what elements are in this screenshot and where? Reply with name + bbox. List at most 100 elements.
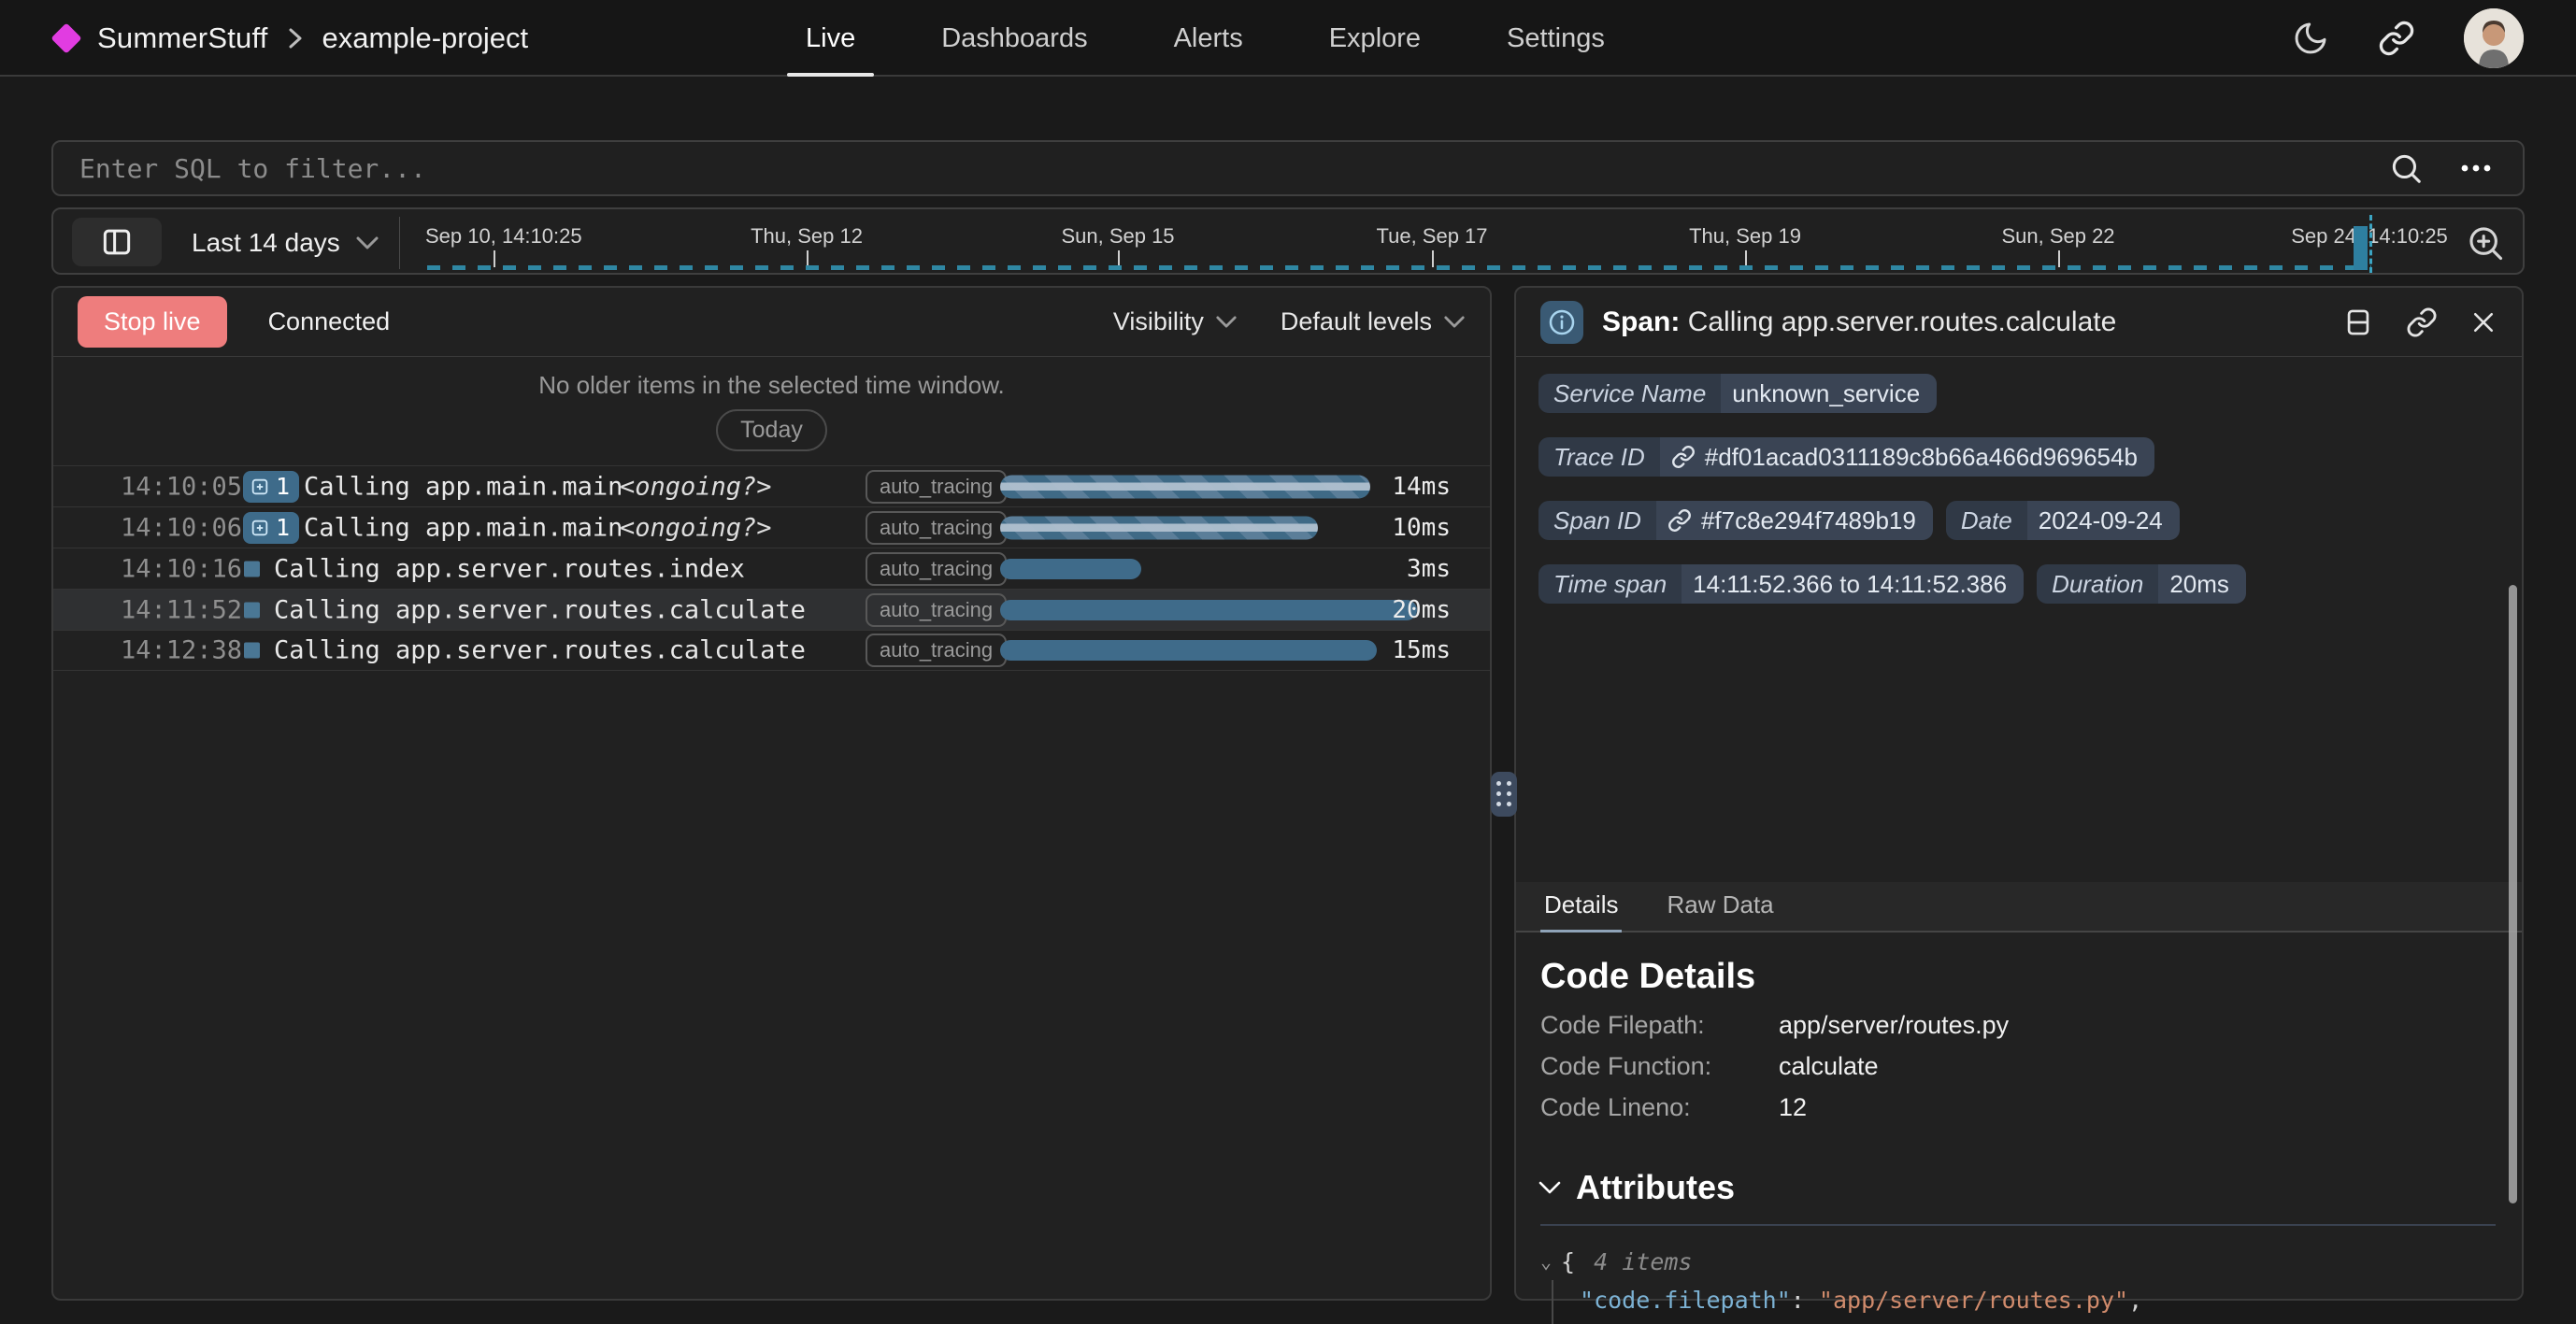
kv-label: Code Filepath:: [1540, 1011, 1705, 1039]
timeline-label: Tue, Sep 17: [1376, 224, 1488, 248]
chevron-down-icon: [1444, 316, 1465, 328]
duration-bar: [1000, 516, 1318, 539]
span-row[interactable]: 14:10:16 Calling app.server.routes.index…: [53, 548, 1490, 589]
visibility-dropdown[interactable]: Visibility: [1113, 307, 1238, 336]
timeline-tick: [1118, 250, 1120, 267]
span-row[interactable]: 14:12:38 Calling app.server.routes.calcu…: [53, 630, 1490, 671]
code-filepath-row: Code Filepath: app/server/routes.py: [1540, 1011, 2475, 1040]
timeline-label-start: Sep 10, 14:10:25: [425, 224, 582, 248]
span-meta-chips: Service Name unknown_service Trace ID #d…: [1538, 374, 2503, 604]
json-entries: code.filepath app/server/routes.py code.l…: [1552, 1280, 2452, 1324]
default-levels-dropdown-label: Default levels: [1280, 307, 1432, 335]
span-name: Calling app.main.main: [304, 472, 623, 501]
more-options-icon[interactable]: [2455, 150, 2497, 186]
ongoing-indicator: <ongoing?>: [620, 513, 772, 542]
expand-children-badge[interactable]: 1: [243, 511, 300, 544]
share-link-icon[interactable]: [2378, 20, 2415, 57]
span-row[interactable]: 14:10:05 1 Calling app.main.main <ongoin…: [53, 465, 1490, 506]
span-title-prefix: Span:: [1602, 306, 1681, 337]
filter-actions: [2388, 150, 2523, 186]
user-avatar[interactable]: [2464, 8, 2524, 68]
timeline-tick: [807, 250, 809, 267]
copy-link-icon[interactable]: [2406, 306, 2438, 338]
span-row[interactable]: 14:10:06 1 Calling app.main.main <ongoin…: [53, 506, 1490, 548]
tab-live[interactable]: Live: [763, 0, 898, 77]
span-diamond-icon: [244, 602, 260, 618]
tab-dashboards[interactable]: Dashboards: [941, 22, 1088, 53]
kv-value: app/server/routes.py: [1779, 1011, 2010, 1039]
tab-alerts[interactable]: Alerts: [1173, 22, 1243, 53]
today-button[interactable]: Today: [716, 409, 827, 451]
kv-label: Code Function:: [1540, 1052, 1712, 1080]
kv-value: calculate: [1779, 1052, 1879, 1080]
brand-logo-icon[interactable]: [50, 22, 82, 54]
json-open-line[interactable]: ⌄ { 4 items: [1540, 1243, 2452, 1280]
tab-raw-data[interactable]: Raw Data: [1667, 890, 1774, 918]
timeline-label: Thu, Sep 12: [751, 224, 863, 248]
stop-live-button[interactable]: Stop live: [78, 296, 227, 348]
tab-explore[interactable]: Explore: [1328, 22, 1422, 53]
close-icon[interactable]: [2469, 308, 2497, 336]
navbar: SummerStuff example-project Live Dashboa…: [0, 0, 2576, 77]
org-name[interactable]: SummerStuff: [97, 21, 268, 54]
timeline-histogram[interactable]: [427, 265, 2371, 270]
span-duration: 10ms: [1392, 513, 1451, 542]
expand-plus-icon: [251, 520, 268, 535]
dock-panel-icon[interactable]: [2342, 306, 2374, 338]
span-id-value: #f7c8e294f7489b19: [1700, 505, 1916, 534]
navbar-actions: [2292, 0, 2524, 77]
timeline-now-cursor[interactable]: [2369, 215, 2372, 273]
date-chip: Date 2024-09-24: [1945, 501, 2180, 540]
span-name: Calling app.main.main: [304, 513, 623, 542]
span-row-selected[interactable]: 14:11:52 Calling app.server.routes.calcu…: [53, 589, 1490, 630]
expand-children-badge[interactable]: 1: [243, 470, 300, 503]
collapse-caret-icon[interactable]: ⌄: [1540, 1250, 1553, 1273]
timeline-tick: [494, 250, 495, 267]
ongoing-indicator: <ongoing?>: [620, 472, 772, 501]
search-icon[interactable]: [2388, 150, 2424, 186]
panel-resize-handle[interactable]: [1491, 772, 1517, 817]
span-detail-title: Span: Calling app.server.routes.calculat…: [1602, 306, 2116, 338]
sql-filter-bar: [51, 140, 2525, 196]
chevron-down-icon: [1216, 316, 1237, 328]
span-id-chip[interactable]: Span ID #f7c8e294f7489b19: [1538, 501, 1933, 540]
breadcrumb: SummerStuff example-project: [50, 0, 529, 77]
link-icon: [1671, 446, 1695, 468]
dark-mode-moon-icon[interactable]: [2292, 20, 2329, 57]
chip-value: #f7c8e294f7489b19: [1656, 501, 1933, 540]
timeline-divider: [399, 217, 400, 269]
json-entry: code.lineno12: [1580, 1320, 2452, 1324]
json-key: code.filepath: [1580, 1287, 1791, 1314]
timeline-tick: [2058, 250, 2060, 267]
default-levels-dropdown[interactable]: Default levels: [1281, 307, 1466, 336]
attributes-section-toggle[interactable]: Attributes: [1537, 1168, 1735, 1207]
json-value: app/server/routes.py: [1819, 1287, 2128, 1314]
tab-details[interactable]: Details: [1540, 879, 1623, 932]
detail-tabs: Details Raw Data: [1516, 882, 2522, 932]
sidebar-toggle-button[interactable]: [72, 218, 162, 266]
span-duration: 14ms: [1392, 472, 1451, 501]
chevron-down-icon: [356, 236, 379, 249]
zoom-in-icon[interactable]: [2465, 222, 2506, 263]
duration-bar: [1000, 640, 1377, 661]
project-name[interactable]: example-project: [322, 21, 529, 54]
chip-value: 2024-09-24: [2038, 505, 2163, 534]
tag-pill: auto_tracing: [866, 551, 1008, 586]
kv-value: 12: [1779, 1093, 1808, 1121]
timeline-tick: [1432, 250, 1434, 267]
span-duration: 15ms: [1392, 636, 1451, 664]
time-range-dropdown[interactable]: Last 14 days: [192, 209, 379, 277]
tab-settings[interactable]: Settings: [1507, 22, 1605, 53]
trace-id-chip[interactable]: Trace ID #df01acad0311189c8b66a466d96965…: [1538, 437, 2154, 477]
json-entry: code.filepath app/server/routes.py: [1580, 1280, 2452, 1320]
timeline-activity-spike: [2354, 226, 2368, 270]
tag-pill: auto_tracing: [866, 592, 1008, 627]
span-name: Calling app.server.routes.calculate: [274, 635, 806, 665]
detail-scrollbar[interactable]: [2509, 585, 2517, 1203]
span-list: 14:10:05 1 Calling app.main.main <ongoin…: [53, 465, 1490, 671]
span-duration: 20ms: [1392, 595, 1451, 624]
sql-filter-input[interactable]: [53, 142, 2388, 194]
info-icon: [1540, 300, 1583, 344]
tag-pill: auto_tracing: [866, 634, 1008, 667]
